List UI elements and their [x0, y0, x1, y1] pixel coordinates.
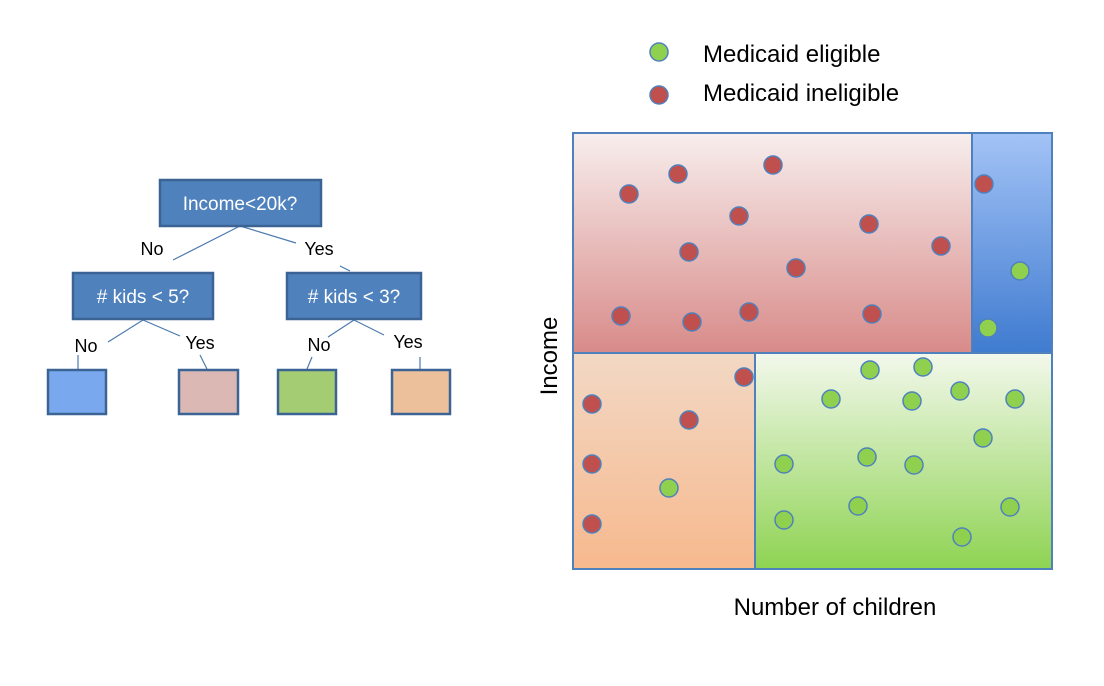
edge-leaf-3 — [306, 356, 313, 370]
tree-leaf-pink — [177, 368, 240, 416]
ineligible-point — [739, 302, 759, 322]
eligible-point — [857, 447, 877, 467]
tree-node-left: # kids < 5? — [71, 271, 215, 321]
legend-marker-eligible — [649, 42, 669, 62]
ineligible-point — [729, 206, 749, 226]
region-low-income-many-kids — [754, 352, 1053, 570]
tree-edges — [77, 225, 421, 370]
decision-tree: Income<20k? # kids < 5? # kids < 3? No Y… — [46, 178, 452, 416]
eligible-point — [904, 455, 924, 475]
tree-node-root-label: Income<20k? — [183, 194, 298, 215]
tree-node-left-label: # kids < 5? — [97, 287, 189, 308]
ineligible-point — [668, 164, 688, 184]
eligible-point — [978, 318, 998, 338]
eligible-points — [659, 261, 1030, 547]
legend: Medicaid eligible Medicaid ineligible — [649, 41, 899, 107]
eligible-point — [913, 357, 933, 377]
ineligible-point — [931, 236, 951, 256]
tree-leaf-blue — [46, 368, 108, 416]
tree-node-right: # kids < 3? — [285, 271, 423, 321]
ineligible-point — [582, 514, 602, 534]
ineligible-point — [582, 454, 602, 474]
edge-root-no — [172, 225, 241, 261]
eligible-point — [952, 527, 972, 547]
eligible-point — [973, 428, 993, 448]
branch-label-root-no: No — [140, 239, 163, 259]
tree-node-right-label: # kids < 3? — [308, 287, 400, 308]
legend-marker-ineligible — [649, 85, 669, 105]
eligible-point — [902, 391, 922, 411]
ineligible-points — [582, 155, 994, 534]
eligible-point — [774, 454, 794, 474]
ineligible-point — [974, 174, 994, 194]
partition-plot — [572, 132, 1053, 570]
edge-right-yes — [353, 319, 385, 336]
tree-node-root: Income<20k? — [158, 178, 323, 228]
edge-left-no — [107, 319, 144, 343]
y-axis-label: Income — [536, 317, 563, 396]
ineligible-point — [862, 304, 882, 324]
eligible-point — [659, 478, 679, 498]
region-low-income-few-kids — [572, 352, 756, 570]
edge-root-yes — [239, 225, 297, 244]
edge-left-yes — [142, 319, 181, 337]
ineligible-point — [734, 367, 754, 387]
tree-leaf-green — [276, 368, 338, 416]
branch-label-left-no: No — [74, 336, 97, 356]
eligible-point — [950, 381, 970, 401]
ineligible-point — [682, 312, 702, 332]
branch-label-root-yes: Yes — [304, 239, 333, 259]
ineligible-point — [582, 394, 602, 414]
edge-root-yes-2 — [339, 265, 351, 272]
edge-leaf-2 — [199, 354, 208, 370]
region-high-income-many-kids — [971, 132, 1053, 354]
ineligible-point — [679, 242, 699, 262]
ineligible-point — [619, 184, 639, 204]
tree-leaf-orange — [390, 368, 452, 416]
ineligible-point — [786, 258, 806, 278]
ineligible-point — [763, 155, 783, 175]
edge-right-no — [327, 319, 355, 338]
branch-label-right-yes: Yes — [393, 332, 422, 352]
branch-label-right-no: No — [307, 335, 330, 355]
legend-label-ineligible: Medicaid ineligible — [703, 80, 899, 107]
eligible-point — [848, 496, 868, 516]
eligible-point — [860, 360, 880, 380]
ineligible-point — [679, 410, 699, 430]
eligible-point — [1000, 497, 1020, 517]
eligible-point — [1005, 389, 1025, 409]
eligible-point — [821, 389, 841, 409]
legend-label-eligible: Medicaid eligible — [703, 41, 880, 68]
branch-label-left-yes: Yes — [185, 333, 214, 353]
eligible-point — [1010, 261, 1030, 281]
ineligible-point — [611, 306, 631, 326]
x-axis-label: Number of children — [734, 594, 937, 621]
eligible-point — [774, 510, 794, 530]
ineligible-point — [859, 214, 879, 234]
